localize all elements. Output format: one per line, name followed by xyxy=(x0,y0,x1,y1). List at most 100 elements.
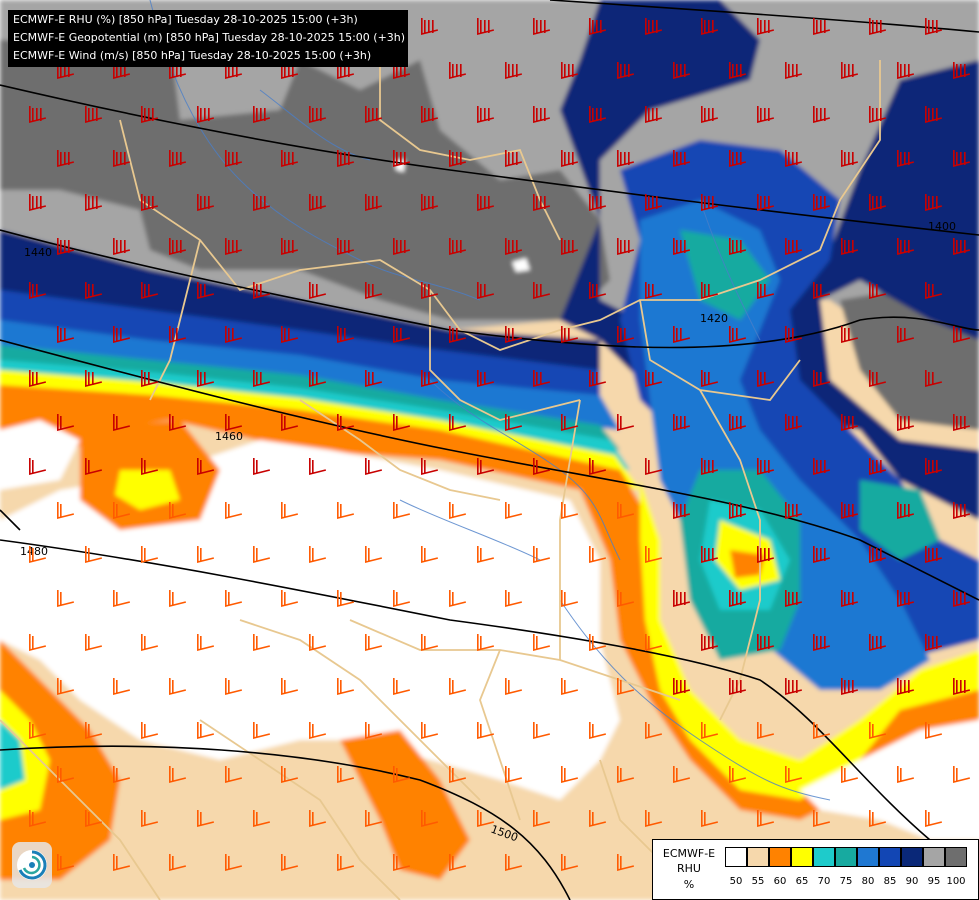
wind-barb xyxy=(281,590,299,608)
wind-barb xyxy=(813,634,831,652)
wind-barb xyxy=(645,810,663,828)
wind-barb xyxy=(925,370,943,388)
wind-barb xyxy=(365,634,383,652)
wind-barb xyxy=(393,502,411,520)
legend-swatch xyxy=(835,847,857,867)
wind-barb xyxy=(477,722,495,740)
contour-label-1400: 1400 xyxy=(928,220,956,233)
wind-barb xyxy=(645,18,663,36)
wind-barb xyxy=(589,810,607,828)
wind-barb xyxy=(701,106,719,124)
wind-barb xyxy=(925,634,943,652)
wind-barb xyxy=(365,106,383,124)
wind-barb xyxy=(29,458,47,476)
wind-barb xyxy=(673,326,691,344)
wind-barb xyxy=(477,282,495,300)
legend-variable: RHU xyxy=(677,862,701,875)
wind-barb xyxy=(197,810,215,828)
wind-barb xyxy=(393,62,411,80)
wind-barb xyxy=(925,194,943,212)
wind-barb xyxy=(337,854,355,872)
wind-barb xyxy=(757,282,775,300)
wind-barb xyxy=(645,370,663,388)
legend-model: ECMWF-E xyxy=(662,847,716,860)
wind-barb xyxy=(393,414,411,432)
wind-barb xyxy=(113,766,131,784)
wind-barb xyxy=(337,326,355,344)
country-borders xyxy=(0,60,881,900)
wind-barb xyxy=(533,458,551,476)
wind-barb xyxy=(393,326,411,344)
wind-barb xyxy=(85,106,103,124)
wind-barb xyxy=(841,238,859,256)
legend-swatch xyxy=(747,847,769,867)
wind-barb xyxy=(897,502,915,520)
wind-barb xyxy=(561,678,579,696)
wind-barb xyxy=(225,326,243,344)
wind-barb xyxy=(617,326,635,344)
wind-barb xyxy=(757,722,775,740)
wind-barb xyxy=(869,810,887,828)
wind-barb xyxy=(169,414,187,432)
legend-tick-label: 95 xyxy=(927,876,941,887)
wind-barb xyxy=(449,326,467,344)
wind-barb xyxy=(925,458,943,476)
wind-barb xyxy=(141,458,159,476)
wind-barb xyxy=(113,62,131,80)
wind-barb xyxy=(421,810,439,828)
wind-barb xyxy=(701,370,719,388)
header-box: ECMWF-E RHU (%) [850 hPa] Tuesday 28-10-… xyxy=(8,10,408,67)
wind-barb xyxy=(953,150,971,168)
wind-barb xyxy=(925,282,943,300)
wind-barb xyxy=(561,854,579,872)
wind-barb xyxy=(141,370,159,388)
wind-barb xyxy=(449,238,467,256)
wind-barb xyxy=(673,502,691,520)
wind-barb xyxy=(813,810,831,828)
wind-barb xyxy=(785,766,803,784)
header-line-geopotential: ECMWF-E Geopotential (m) [850 hPa] Tuesd… xyxy=(13,31,406,44)
wind-barb xyxy=(645,634,663,652)
wind-barb xyxy=(421,106,439,124)
legend-tick-label: 50 xyxy=(729,876,743,887)
wind-barb xyxy=(253,370,271,388)
wind-barb xyxy=(477,18,495,36)
wind-barb xyxy=(897,414,915,432)
wind-barb xyxy=(617,414,635,432)
wind-barb xyxy=(533,106,551,124)
wind-barb xyxy=(169,766,187,784)
legend-swatch xyxy=(725,847,747,867)
wind-barb xyxy=(757,106,775,124)
wind-barb xyxy=(813,106,831,124)
wind-barb xyxy=(337,150,355,168)
wind-barb xyxy=(533,194,551,212)
legend-tick-label: 65 xyxy=(795,876,809,887)
wind-barb xyxy=(869,106,887,124)
wind-barb xyxy=(253,458,271,476)
wind-barb xyxy=(449,62,467,80)
wind-barb xyxy=(701,18,719,36)
wind-barb xyxy=(253,810,271,828)
wind-barb xyxy=(617,766,635,784)
legend-tick-label: 85 xyxy=(883,876,897,887)
wind-barb xyxy=(337,238,355,256)
wind-barb xyxy=(337,502,355,520)
wind-barb xyxy=(533,722,551,740)
wind-barb xyxy=(785,62,803,80)
wind-barb xyxy=(57,766,75,784)
wind-barb xyxy=(197,634,215,652)
wind-barb xyxy=(757,546,775,564)
wind-barb xyxy=(449,678,467,696)
legend-swatch xyxy=(813,847,835,867)
wind-barb xyxy=(841,590,859,608)
ecmwf-swirl-icon xyxy=(12,842,52,888)
wind-barb xyxy=(505,678,523,696)
wind-barb xyxy=(729,150,747,168)
wind-barb xyxy=(561,326,579,344)
wind-barb xyxy=(141,810,159,828)
wind-barbs xyxy=(29,18,971,872)
wind-barb xyxy=(841,62,859,80)
wind-barb xyxy=(645,282,663,300)
wind-barb xyxy=(589,282,607,300)
